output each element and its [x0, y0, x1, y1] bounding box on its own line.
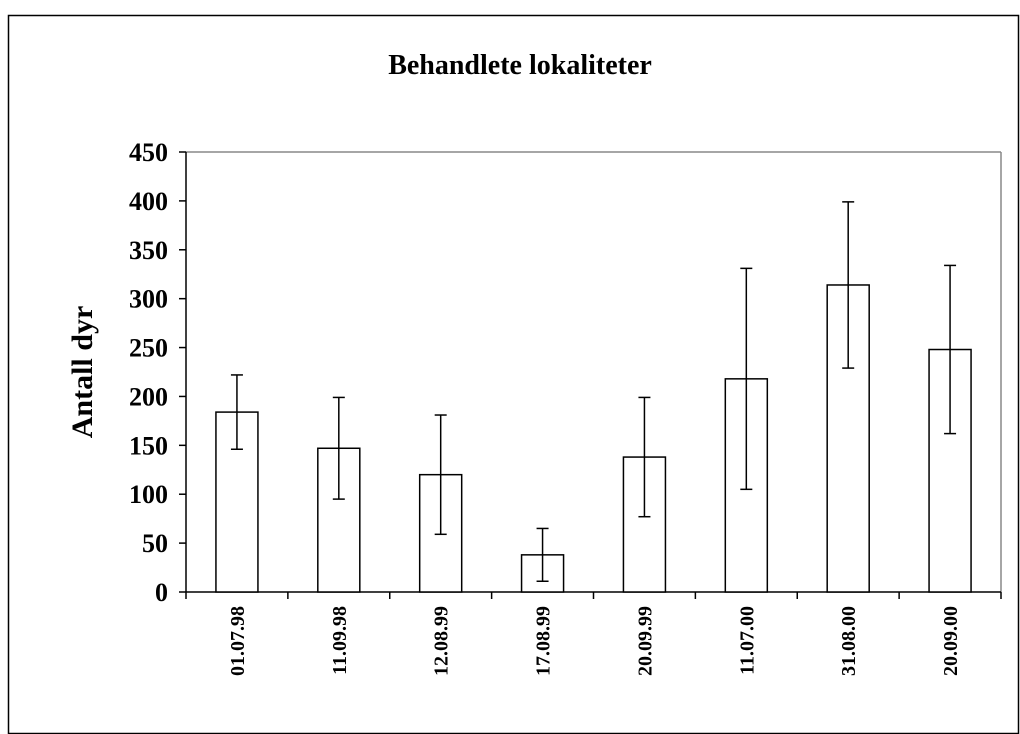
y-tick-label: 250 — [129, 334, 168, 363]
x-tick-label: 11.09.98 — [329, 606, 351, 675]
x-tick-label: 11.07.00 — [736, 606, 758, 675]
x-tick-label: 20.09.99 — [634, 606, 656, 676]
y-tick-label: 400 — [129, 187, 168, 216]
y-axis-label: Antall dyr — [66, 306, 99, 439]
chart-title: Behandlete lokaliteter — [388, 50, 652, 81]
y-tick-label: 150 — [129, 431, 168, 460]
y-tick-label: 450 — [129, 138, 168, 167]
bar — [622, 456, 667, 593]
x-tick-label: 20.09.00 — [940, 606, 962, 676]
y-tick-label: 100 — [129, 480, 168, 509]
x-tick-label: 17.08.99 — [533, 606, 555, 676]
y-tick-label: 50 — [142, 529, 168, 558]
y-tick-label: 0 — [155, 578, 168, 607]
x-tick-label: 01.07.98 — [227, 606, 249, 676]
y-tick-label: 350 — [129, 236, 168, 265]
bar — [317, 447, 361, 593]
x-tick-label: 31.08.00 — [838, 606, 860, 676]
y-tick-label: 300 — [129, 285, 168, 314]
x-tick-label: 12.08.99 — [431, 606, 453, 676]
y-tick-label: 200 — [129, 382, 168, 411]
